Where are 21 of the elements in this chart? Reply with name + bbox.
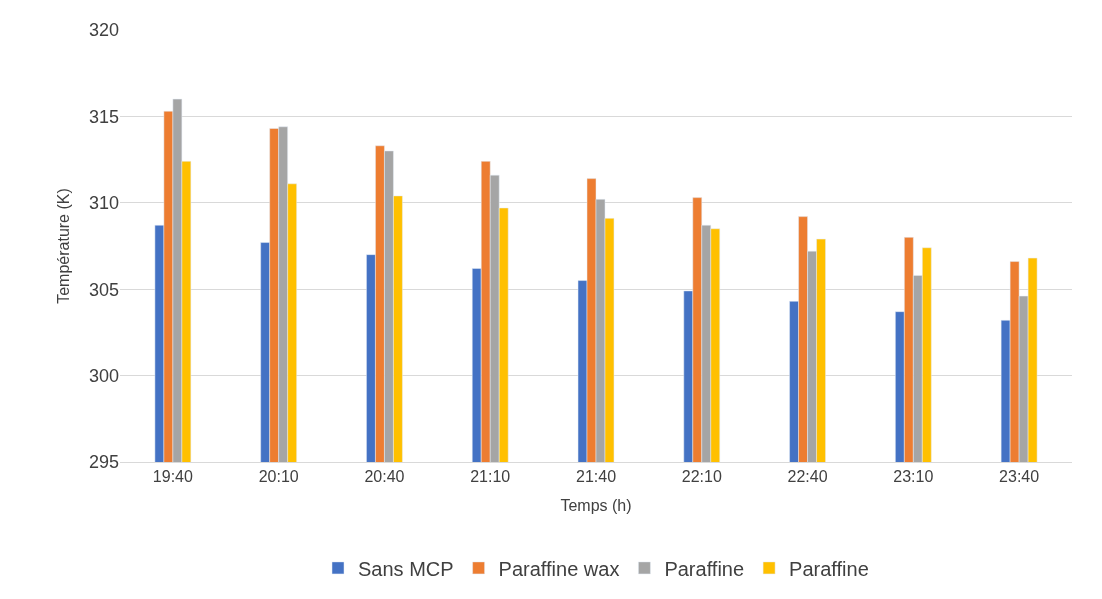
x-tick-label: 19:40 xyxy=(152,468,194,486)
x-tick-label: 21:10 xyxy=(470,468,511,486)
x-tick-label: 23:10 xyxy=(893,468,934,486)
x-tick-label: 23:40 xyxy=(999,468,1040,486)
y-tick-label: 305 xyxy=(88,279,119,300)
x-tick-label: 20:10 xyxy=(258,468,299,486)
y-tick-label: 300 xyxy=(88,365,119,386)
legend-label: Paraffine wax xyxy=(498,557,620,580)
legend-label: Sans MCP xyxy=(358,557,454,580)
x-tick-label: 22:10 xyxy=(681,468,722,486)
x-axis-title: Temps (h) xyxy=(560,496,632,514)
x-tick-label: 22:40 xyxy=(787,468,828,486)
y-tick-label: 320 xyxy=(88,20,119,41)
y-axis-title: Température (K) xyxy=(54,188,72,304)
y-tick-label: 295 xyxy=(88,452,119,473)
legend-label: Paraffine xyxy=(664,557,745,580)
y-tick-label: 310 xyxy=(88,193,119,214)
x-tick-label: 20:40 xyxy=(364,468,405,486)
legend-label: Paraffine xyxy=(789,557,869,580)
y-tick-label: 315 xyxy=(88,106,119,127)
x-tick-label: 21:40 xyxy=(575,468,617,486)
